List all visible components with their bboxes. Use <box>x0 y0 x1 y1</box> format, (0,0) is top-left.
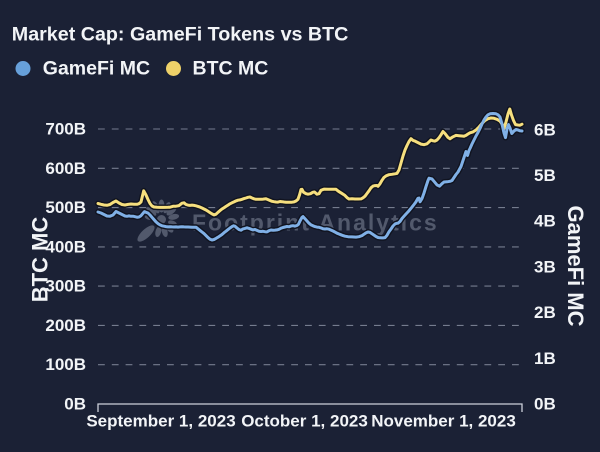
svg-text:4B: 4B <box>534 212 556 231</box>
svg-text:Market Cap: GameFi Tokens vs B: Market Cap: GameFi Tokens vs BTC <box>12 24 349 46</box>
svg-text:1B: 1B <box>534 349 556 368</box>
svg-text:0B: 0B <box>64 395 86 414</box>
svg-text:BTC MC: BTC MC <box>28 217 53 303</box>
svg-text:6B: 6B <box>534 120 556 139</box>
svg-text:200B: 200B <box>45 316 86 335</box>
svg-text:600B: 600B <box>45 159 86 178</box>
svg-text:400B: 400B <box>45 237 86 256</box>
svg-text:GameFi MC: GameFi MC <box>43 58 150 80</box>
svg-text:November 1, 2023: November 1, 2023 <box>371 412 516 431</box>
svg-text:October 1, 2023: October 1, 2023 <box>241 412 368 431</box>
svg-text:100B: 100B <box>45 355 86 374</box>
svg-text:700B: 700B <box>45 120 86 139</box>
svg-text:0B: 0B <box>534 395 556 414</box>
svg-text:3B: 3B <box>534 257 556 276</box>
svg-text:GameFi MC: GameFi MC <box>563 205 588 326</box>
svg-text:500B: 500B <box>45 198 86 217</box>
svg-text:300B: 300B <box>45 277 86 296</box>
svg-text:5B: 5B <box>534 166 556 185</box>
svg-text:2B: 2B <box>534 303 556 322</box>
svg-text:September 1, 2023: September 1, 2023 <box>86 412 235 431</box>
svg-text:BTC MC: BTC MC <box>193 58 269 80</box>
